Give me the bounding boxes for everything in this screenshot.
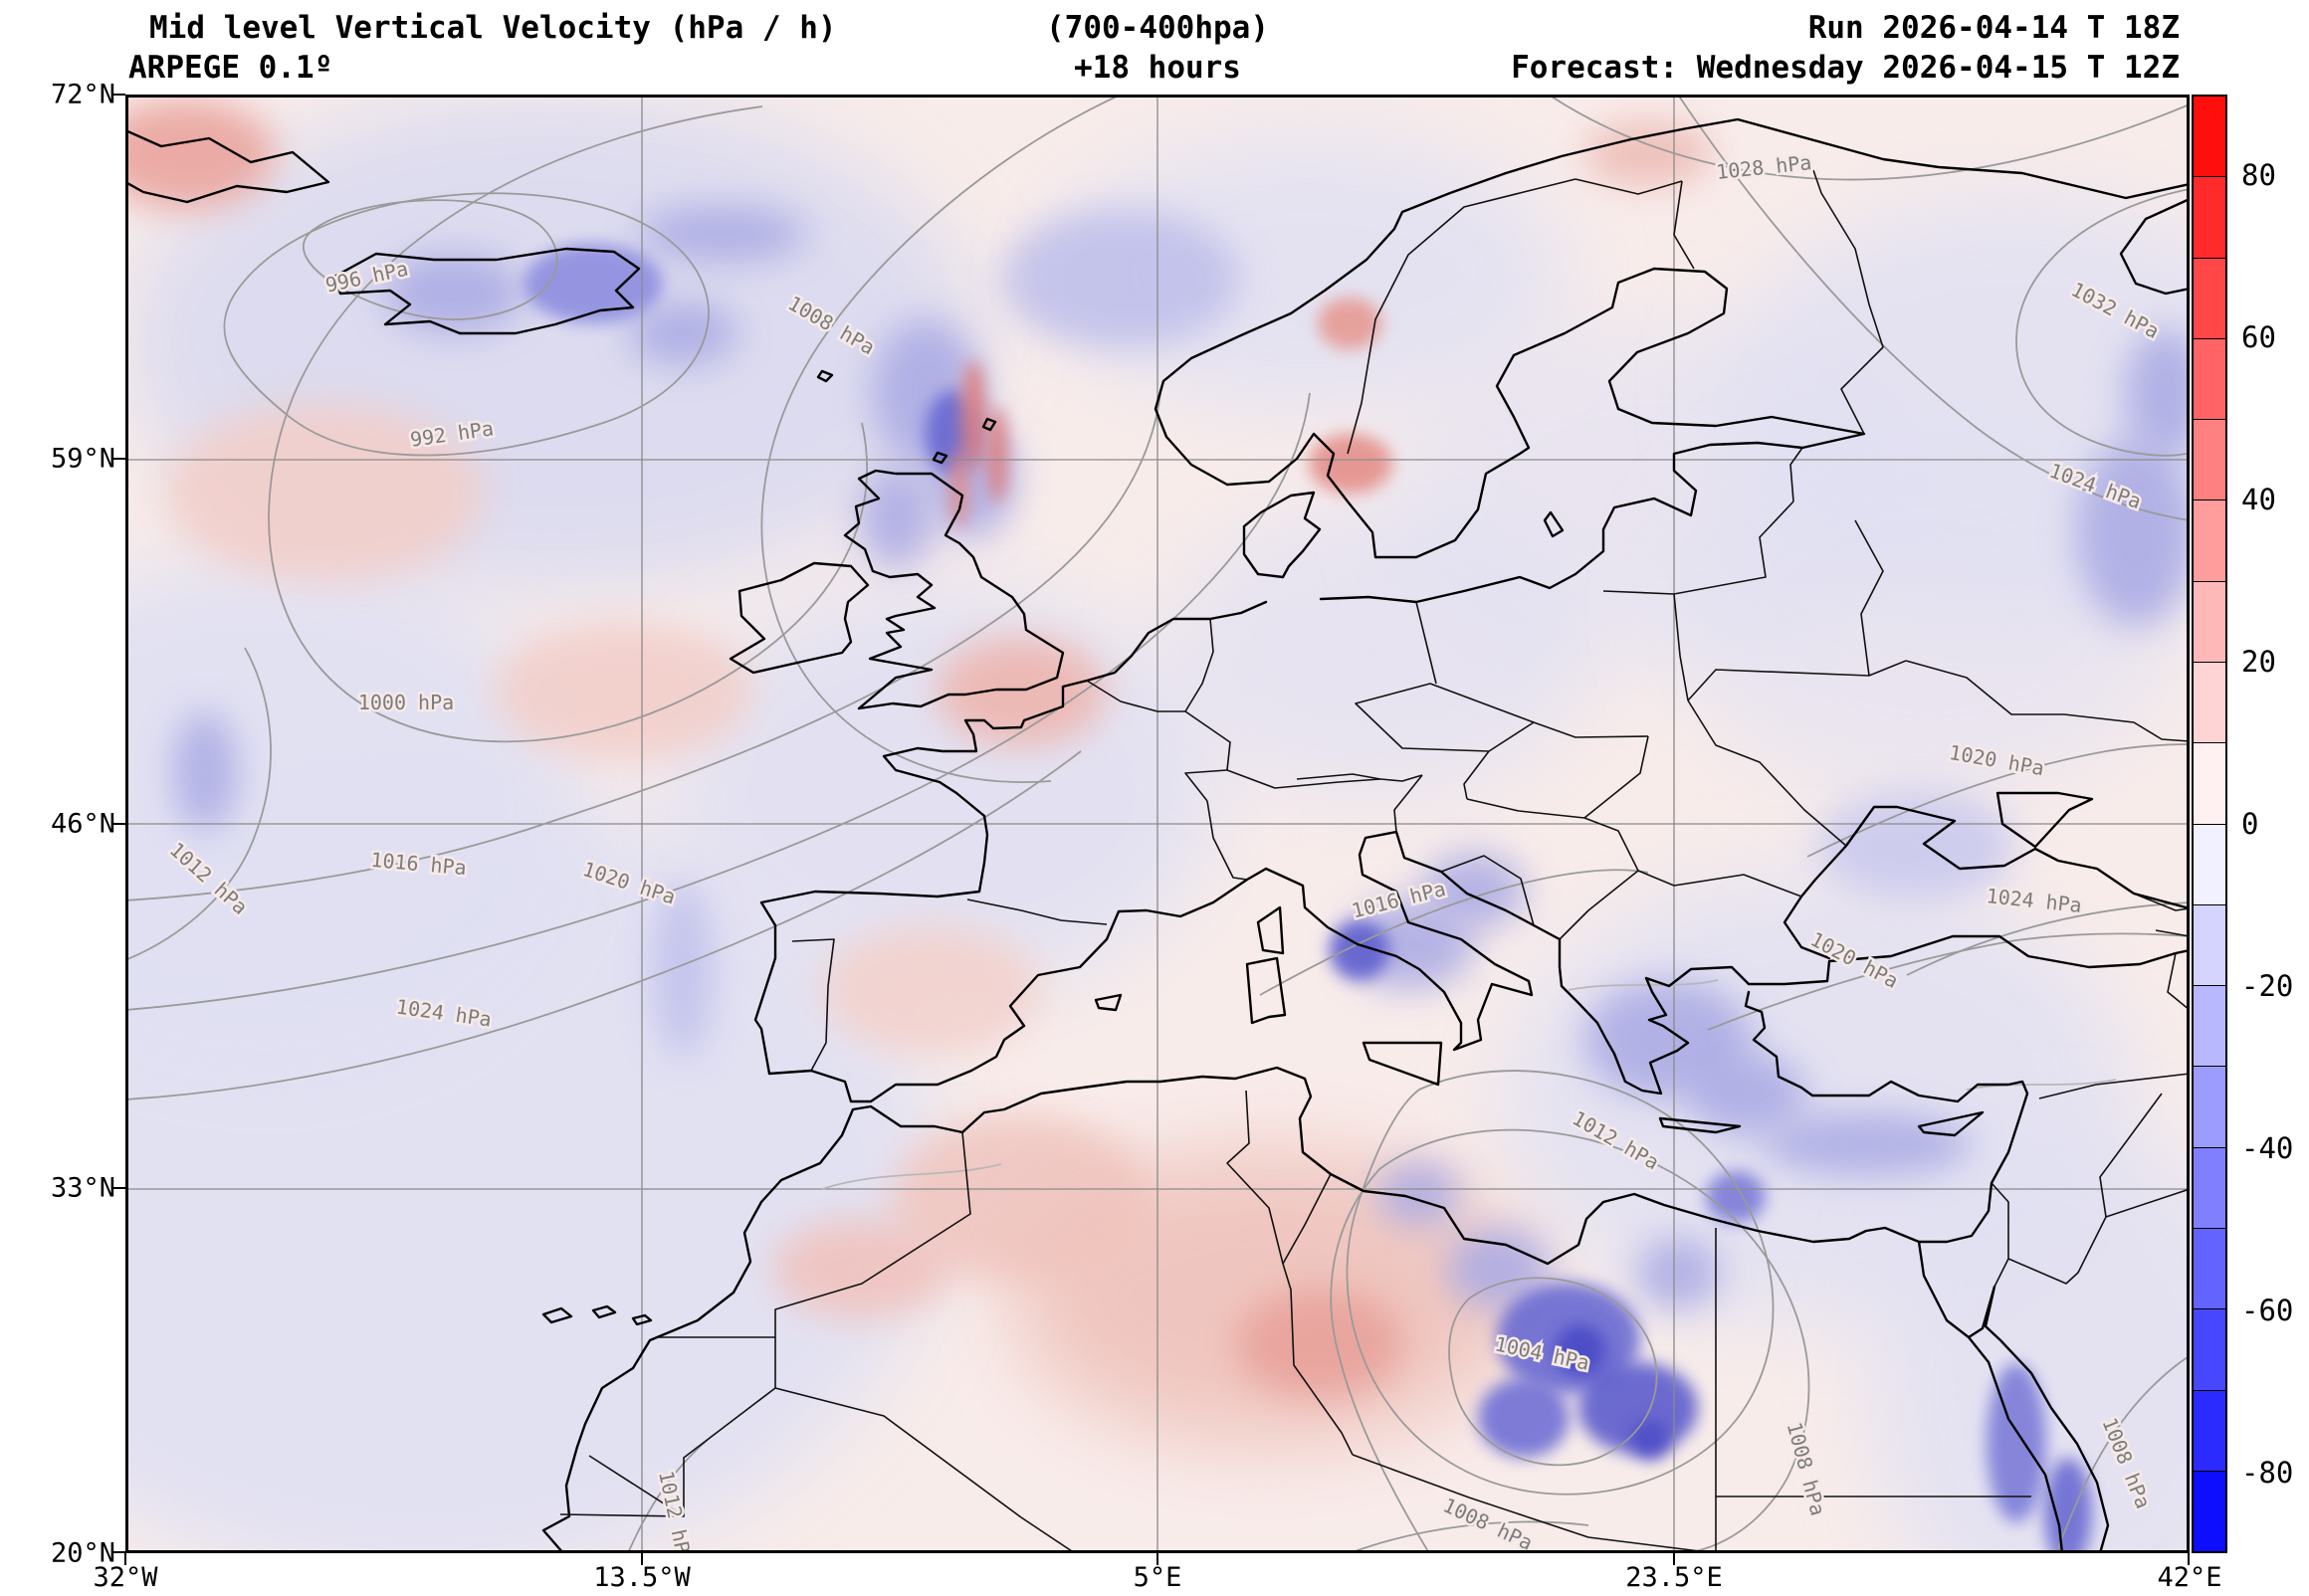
isobar-label: 1000 hPa	[358, 691, 454, 714]
colorbar-segment	[2194, 985, 2225, 1067]
coastline-sinai-arabia	[1967, 1285, 2110, 1553]
colorbar-segment	[2194, 580, 2225, 662]
colorbar-segment	[2194, 1470, 2225, 1552]
coastline-great-britain	[843, 469, 1065, 710]
coastline-white-sea	[2119, 197, 2190, 296]
island-sardinia	[1245, 956, 1287, 1025]
map-canvas: 996 hPa 1008 hPa 992 hPa 1000 hPa 1016 h…	[125, 95, 2190, 1553]
isobar-contours	[125, 95, 2190, 1553]
island-canaries	[541, 1304, 653, 1326]
colorbar-tick-label: 60	[2241, 320, 2276, 354]
x-tick-mark	[2188, 1553, 2190, 1565]
colorbar-segment	[2194, 176, 2225, 258]
y-tick-mark	[113, 823, 125, 825]
y-tick-label: 59°N	[50, 443, 115, 475]
colorbar-tick-label: 40	[2241, 483, 2276, 516]
x-tick-label: 42°E	[2157, 1562, 2222, 1593]
colorbar-segment	[2194, 903, 2225, 986]
coastline-ireland	[729, 561, 870, 675]
colorbar-tick-label: -20	[2241, 969, 2294, 1003]
colorbar-segment	[2194, 419, 2225, 500]
coastline-iceland	[332, 247, 641, 335]
colorbar-tick-label: -80	[2241, 1456, 2294, 1490]
map-border	[125, 95, 2190, 1553]
island-shetland	[981, 417, 997, 432]
x-tick-label: 5°E	[1133, 1562, 1182, 1593]
colorbar-segment	[2194, 1146, 2225, 1228]
model-label: ARPEGE 0.1º	[128, 50, 333, 86]
y-tick-label: 20°N	[50, 1537, 115, 1569]
colorbar-segment	[2194, 1066, 2225, 1147]
x-tick-label: 23.5°E	[1625, 1562, 1723, 1593]
colorbar-tick-label: 20	[2241, 645, 2276, 679]
island-faroe	[816, 369, 834, 383]
island-sicily	[1362, 1041, 1443, 1087]
y-tick-mark	[113, 94, 125, 96]
y-tick-label: 72°N	[50, 79, 115, 110]
y-tick-label: 33°N	[50, 1172, 115, 1204]
colorbar-segment	[2194, 1389, 2225, 1471]
coastline-west-europe-mediterranean	[753, 600, 2190, 1103]
coastline-north-africa	[541, 990, 2029, 1553]
colorbar-tick-label: 0	[2241, 807, 2259, 841]
island-corsica	[1256, 905, 1285, 955]
y-tick-mark	[113, 1187, 125, 1189]
x-tick-label: 13.5°W	[593, 1562, 691, 1593]
forecast-label: Forecast: Wednesday 2026-04-15 T 12Z	[1511, 50, 2180, 86]
y-tick-label: 46°N	[50, 808, 115, 840]
colorbar-tick-label: -60	[2241, 1294, 2294, 1327]
y-tick-mark	[113, 1551, 125, 1553]
x-tick-mark	[124, 1553, 126, 1565]
colorbar-segment	[2194, 661, 2225, 743]
velocity-field	[125, 95, 2190, 1553]
island-crete	[1658, 1116, 1742, 1134]
coastline-black-sea	[1783, 805, 2190, 960]
colorbar-tick-label: -40	[2241, 1131, 2294, 1165]
island-cyprus	[1917, 1110, 1985, 1137]
country-borders	[559, 169, 2190, 1553]
x-tick-label: 32°W	[93, 1562, 158, 1593]
colorbar-segment	[2194, 823, 2225, 904]
island-mallorca	[1094, 993, 1123, 1012]
coastline-greenland	[125, 128, 330, 204]
colorbar-tick-label: 80	[2241, 158, 2276, 192]
colorbar	[2192, 95, 2227, 1553]
run-label: Run 2026-04-14 T 18Z	[1807, 10, 2180, 46]
colorbar-segment	[2194, 1308, 2225, 1390]
colorbar-segment	[2194, 97, 2225, 177]
level-note: (700-400hpa)	[1046, 10, 1269, 46]
chart-title: Mid level Vertical Velocity (hPa / h)	[149, 10, 837, 46]
x-tick-mark	[1673, 1553, 1675, 1565]
island-orkney	[932, 451, 948, 465]
colorbar-segment	[2194, 742, 2225, 824]
x-tick-mark	[641, 1553, 643, 1565]
colorbar-segment	[2194, 337, 2225, 420]
lead-time-label: +18 hours	[1074, 50, 1241, 86]
coastline-azov-sea	[1995, 791, 2094, 849]
colorbar-segment	[2194, 257, 2225, 338]
colorbar-segment	[2194, 1227, 2225, 1309]
y-tick-mark	[113, 458, 125, 460]
coastline-denmark	[1242, 491, 1322, 579]
colorbar-segments	[2194, 97, 2225, 1552]
coastlines	[125, 117, 2190, 1553]
island-gotland	[1543, 510, 1565, 538]
coastline-red-sea-west	[1917, 1240, 2064, 1553]
colorbar-segment	[2194, 499, 2225, 581]
x-tick-mark	[1156, 1553, 1158, 1565]
coastline-scandinavia-baltic	[1154, 117, 2190, 604]
